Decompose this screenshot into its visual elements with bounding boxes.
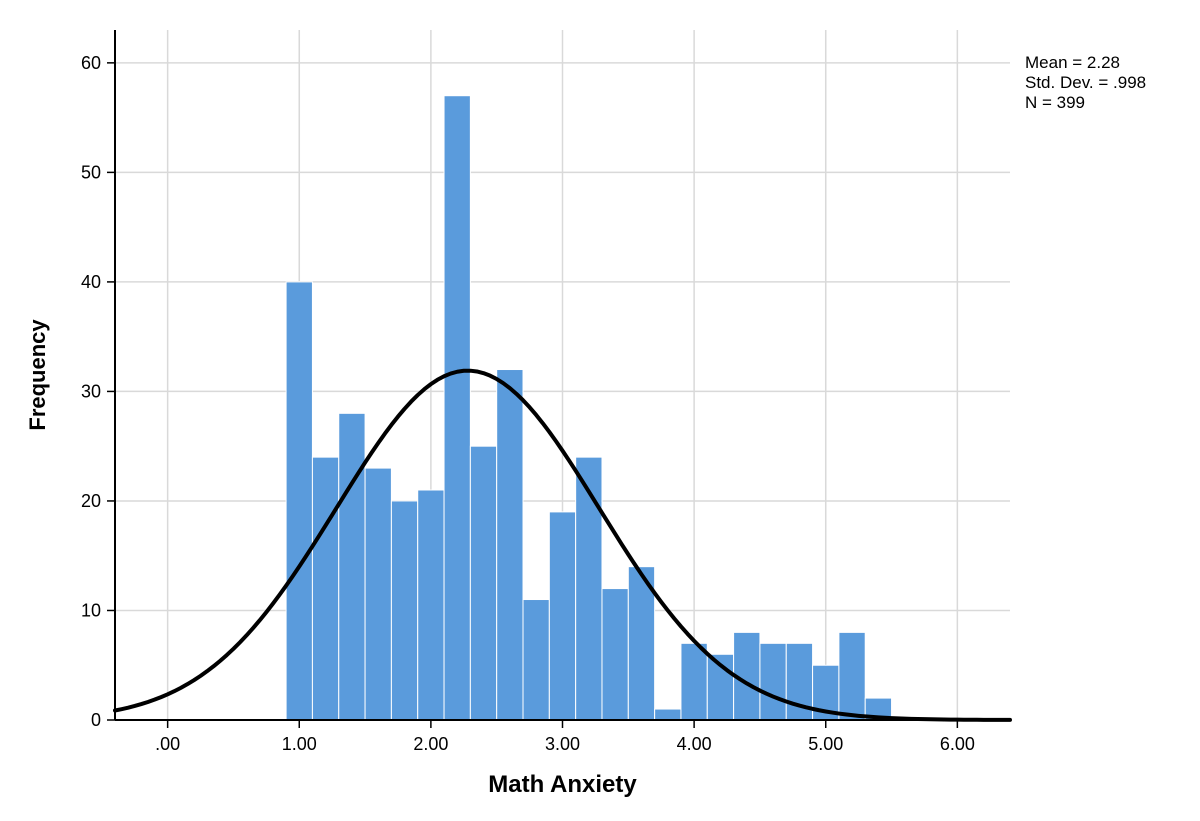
- histogram-chart: .00 1.00 2.00 3.00 4.00 5.00 6.00 0 10 20 30 40 50 60…: [0, 0, 1200, 821]
- x-tick-label: 5.00: [808, 734, 843, 754]
- chart-svg: .00 1.00 2.00 3.00 4.00 5.00 6.00 0 10 20 30 40 50 60…: [0, 0, 1200, 821]
- x-tick-label: 1.00: [282, 734, 317, 754]
- x-tick-label: 4.00: [677, 734, 712, 754]
- histogram-bar: [286, 282, 312, 720]
- y-tick-label: 0: [91, 710, 101, 730]
- x-axis-title: Math Anxiety: [488, 771, 637, 798]
- histogram-bar: [602, 589, 628, 720]
- histogram-bar: [576, 457, 602, 720]
- histogram-bar: [391, 501, 417, 720]
- x-tick-label: 3.00: [545, 734, 580, 754]
- histogram-bar: [839, 632, 865, 720]
- histogram-bar: [312, 457, 338, 720]
- histogram-bar: [418, 490, 444, 720]
- y-tick-label: 50: [81, 162, 101, 182]
- y-tick-label: 40: [81, 272, 101, 292]
- histogram-bar: [339, 413, 365, 720]
- histogram-bar: [681, 643, 707, 720]
- y-axis-title: Frequency: [25, 319, 50, 431]
- y-tick-label: 60: [81, 53, 101, 73]
- y-tick-label: 30: [81, 381, 101, 401]
- histogram-bar: [760, 643, 786, 720]
- histogram-bar: [444, 96, 470, 720]
- histogram-bar: [655, 709, 681, 720]
- x-tick-label: .00: [155, 734, 180, 754]
- stats-line: N = 399: [1025, 93, 1085, 112]
- y-tick-label: 10: [81, 600, 101, 620]
- histogram-bar: [365, 468, 391, 720]
- x-tick-label: 2.00: [413, 734, 448, 754]
- histogram-bar: [497, 370, 523, 720]
- y-tick-label: 20: [81, 491, 101, 511]
- histogram-bar: [523, 600, 549, 720]
- histogram-bar: [470, 446, 496, 720]
- stats-line: Mean = 2.28: [1025, 53, 1120, 72]
- x-tick-label: 6.00: [940, 734, 975, 754]
- histogram-bar: [549, 512, 575, 720]
- stats-line: Std. Dev. = .998: [1025, 73, 1146, 92]
